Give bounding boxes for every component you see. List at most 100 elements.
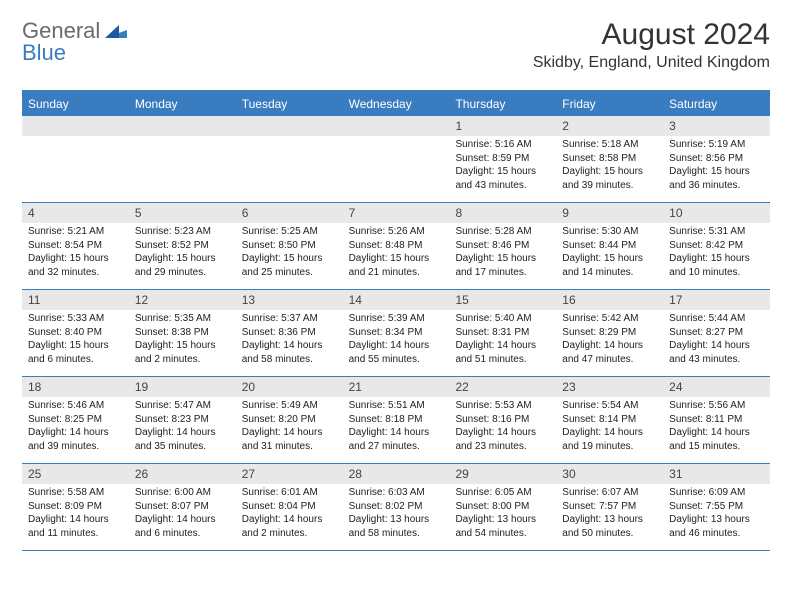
day-header: Monday — [129, 92, 236, 116]
daylight-text: Daylight: 14 hours and 51 minutes. — [455, 339, 550, 366]
sunrise-text: Sunrise: 5:26 AM — [349, 225, 444, 239]
daylight-text: Daylight: 15 hours and 25 minutes. — [242, 252, 337, 279]
sunset-text: Sunset: 8:38 PM — [135, 326, 230, 340]
sunrise-text: Sunrise: 5:54 AM — [562, 399, 657, 413]
sunrise-text: Sunrise: 5:47 AM — [135, 399, 230, 413]
sunrise-text: Sunrise: 5:46 AM — [28, 399, 123, 413]
sunset-text: Sunset: 8:25 PM — [28, 413, 123, 427]
sunset-text: Sunset: 8:09 PM — [28, 500, 123, 514]
sunset-text: Sunset: 8:31 PM — [455, 326, 550, 340]
daylight-text: Daylight: 14 hours and 11 minutes. — [28, 513, 123, 540]
calendar-cell: 25Sunrise: 5:58 AMSunset: 8:09 PMDayligh… — [22, 464, 129, 550]
sunset-text: Sunset: 8:44 PM — [562, 239, 657, 253]
calendar-week: 11Sunrise: 5:33 AMSunset: 8:40 PMDayligh… — [22, 290, 770, 377]
sunset-text: Sunset: 8:56 PM — [669, 152, 764, 166]
calendar-cell: 6Sunrise: 5:25 AMSunset: 8:50 PMDaylight… — [236, 203, 343, 289]
day-number: 2 — [556, 116, 663, 136]
cell-body: Sunrise: 5:16 AMSunset: 8:59 PMDaylight:… — [449, 136, 556, 196]
month-title: August 2024 — [533, 18, 770, 52]
sunrise-text: Sunrise: 6:07 AM — [562, 486, 657, 500]
sunset-text: Sunset: 8:18 PM — [349, 413, 444, 427]
cell-body: Sunrise: 5:40 AMSunset: 8:31 PMDaylight:… — [449, 310, 556, 370]
sunset-text: Sunset: 8:40 PM — [28, 326, 123, 340]
daylight-text: Daylight: 14 hours and 31 minutes. — [242, 426, 337, 453]
day-number: 23 — [556, 377, 663, 397]
calendar-cell: 30Sunrise: 6:07 AMSunset: 7:57 PMDayligh… — [556, 464, 663, 550]
day-number: 16 — [556, 290, 663, 310]
calendar-cell: 26Sunrise: 6:00 AMSunset: 8:07 PMDayligh… — [129, 464, 236, 550]
sunrise-text: Sunrise: 5:33 AM — [28, 312, 123, 326]
day-number: 21 — [343, 377, 450, 397]
sunrise-text: Sunrise: 5:58 AM — [28, 486, 123, 500]
daylight-text: Daylight: 15 hours and 2 minutes. — [135, 339, 230, 366]
cell-body: Sunrise: 6:00 AMSunset: 8:07 PMDaylight:… — [129, 484, 236, 544]
sunset-text: Sunset: 8:36 PM — [242, 326, 337, 340]
sunset-text: Sunset: 8:20 PM — [242, 413, 337, 427]
day-number: 24 — [663, 377, 770, 397]
sunset-text: Sunset: 8:48 PM — [349, 239, 444, 253]
calendar-cell — [343, 116, 450, 202]
calendar-cell: 7Sunrise: 5:26 AMSunset: 8:48 PMDaylight… — [343, 203, 450, 289]
sunrise-text: Sunrise: 5:31 AM — [669, 225, 764, 239]
day-header: Sunday — [22, 92, 129, 116]
sunrise-text: Sunrise: 5:37 AM — [242, 312, 337, 326]
day-number: 5 — [129, 203, 236, 223]
sunset-text: Sunset: 8:16 PM — [455, 413, 550, 427]
cell-body: Sunrise: 5:49 AMSunset: 8:20 PMDaylight:… — [236, 397, 343, 457]
sunrise-text: Sunrise: 5:39 AM — [349, 312, 444, 326]
daylight-text: Daylight: 15 hours and 6 minutes. — [28, 339, 123, 366]
sunset-text: Sunset: 7:57 PM — [562, 500, 657, 514]
sunrise-text: Sunrise: 5:44 AM — [669, 312, 764, 326]
day-header: Wednesday — [343, 92, 450, 116]
daylight-text: Daylight: 14 hours and 43 minutes. — [669, 339, 764, 366]
sunrise-text: Sunrise: 5:28 AM — [455, 225, 550, 239]
day-number: 17 — [663, 290, 770, 310]
sunrise-text: Sunrise: 5:53 AM — [455, 399, 550, 413]
cell-body: Sunrise: 5:47 AMSunset: 8:23 PMDaylight:… — [129, 397, 236, 457]
day-number: 8 — [449, 203, 556, 223]
sunset-text: Sunset: 8:00 PM — [455, 500, 550, 514]
day-number: 11 — [22, 290, 129, 310]
cell-body: Sunrise: 5:31 AMSunset: 8:42 PMDaylight:… — [663, 223, 770, 283]
sunset-text: Sunset: 8:07 PM — [135, 500, 230, 514]
cell-body: Sunrise: 6:07 AMSunset: 7:57 PMDaylight:… — [556, 484, 663, 544]
calendar-week: 18Sunrise: 5:46 AMSunset: 8:25 PMDayligh… — [22, 377, 770, 464]
day-number: 4 — [22, 203, 129, 223]
sunset-text: Sunset: 8:29 PM — [562, 326, 657, 340]
calendar-cell: 13Sunrise: 5:37 AMSunset: 8:36 PMDayligh… — [236, 290, 343, 376]
day-number: 15 — [449, 290, 556, 310]
daylight-text: Daylight: 15 hours and 43 minutes. — [455, 165, 550, 192]
daylight-text: Daylight: 13 hours and 54 minutes. — [455, 513, 550, 540]
cell-body: Sunrise: 5:33 AMSunset: 8:40 PMDaylight:… — [22, 310, 129, 370]
day-number: 19 — [129, 377, 236, 397]
calendar-cell: 18Sunrise: 5:46 AMSunset: 8:25 PMDayligh… — [22, 377, 129, 463]
daylight-text: Daylight: 14 hours and 19 minutes. — [562, 426, 657, 453]
calendar-cell: 2Sunrise: 5:18 AMSunset: 8:58 PMDaylight… — [556, 116, 663, 202]
calendar-cell: 29Sunrise: 6:05 AMSunset: 8:00 PMDayligh… — [449, 464, 556, 550]
sunset-text: Sunset: 8:04 PM — [242, 500, 337, 514]
daylight-text: Daylight: 15 hours and 29 minutes. — [135, 252, 230, 279]
daylight-text: Daylight: 14 hours and 58 minutes. — [242, 339, 337, 366]
cell-body: Sunrise: 5:51 AMSunset: 8:18 PMDaylight:… — [343, 397, 450, 457]
day-number: 22 — [449, 377, 556, 397]
sunset-text: Sunset: 8:54 PM — [28, 239, 123, 253]
day-number: 1 — [449, 116, 556, 136]
cell-body: Sunrise: 5:30 AMSunset: 8:44 PMDaylight:… — [556, 223, 663, 283]
daylight-text: Daylight: 15 hours and 10 minutes. — [669, 252, 764, 279]
calendar-cell: 16Sunrise: 5:42 AMSunset: 8:29 PMDayligh… — [556, 290, 663, 376]
day-headers-row: SundayMondayTuesdayWednesdayThursdayFrid… — [22, 92, 770, 116]
logo-line2: Blue — [22, 40, 66, 66]
daylight-text: Daylight: 15 hours and 32 minutes. — [28, 252, 123, 279]
calendar-cell: 11Sunrise: 5:33 AMSunset: 8:40 PMDayligh… — [22, 290, 129, 376]
cell-body: Sunrise: 5:23 AMSunset: 8:52 PMDaylight:… — [129, 223, 236, 283]
calendar-cell — [129, 116, 236, 202]
daylight-text: Daylight: 14 hours and 55 minutes. — [349, 339, 444, 366]
calendar-cell: 19Sunrise: 5:47 AMSunset: 8:23 PMDayligh… — [129, 377, 236, 463]
day-number: 14 — [343, 290, 450, 310]
day-number: 7 — [343, 203, 450, 223]
cell-body: Sunrise: 5:39 AMSunset: 8:34 PMDaylight:… — [343, 310, 450, 370]
sunset-text: Sunset: 8:23 PM — [135, 413, 230, 427]
sunrise-text: Sunrise: 5:23 AM — [135, 225, 230, 239]
day-number: 28 — [343, 464, 450, 484]
cell-body: Sunrise: 5:28 AMSunset: 8:46 PMDaylight:… — [449, 223, 556, 283]
